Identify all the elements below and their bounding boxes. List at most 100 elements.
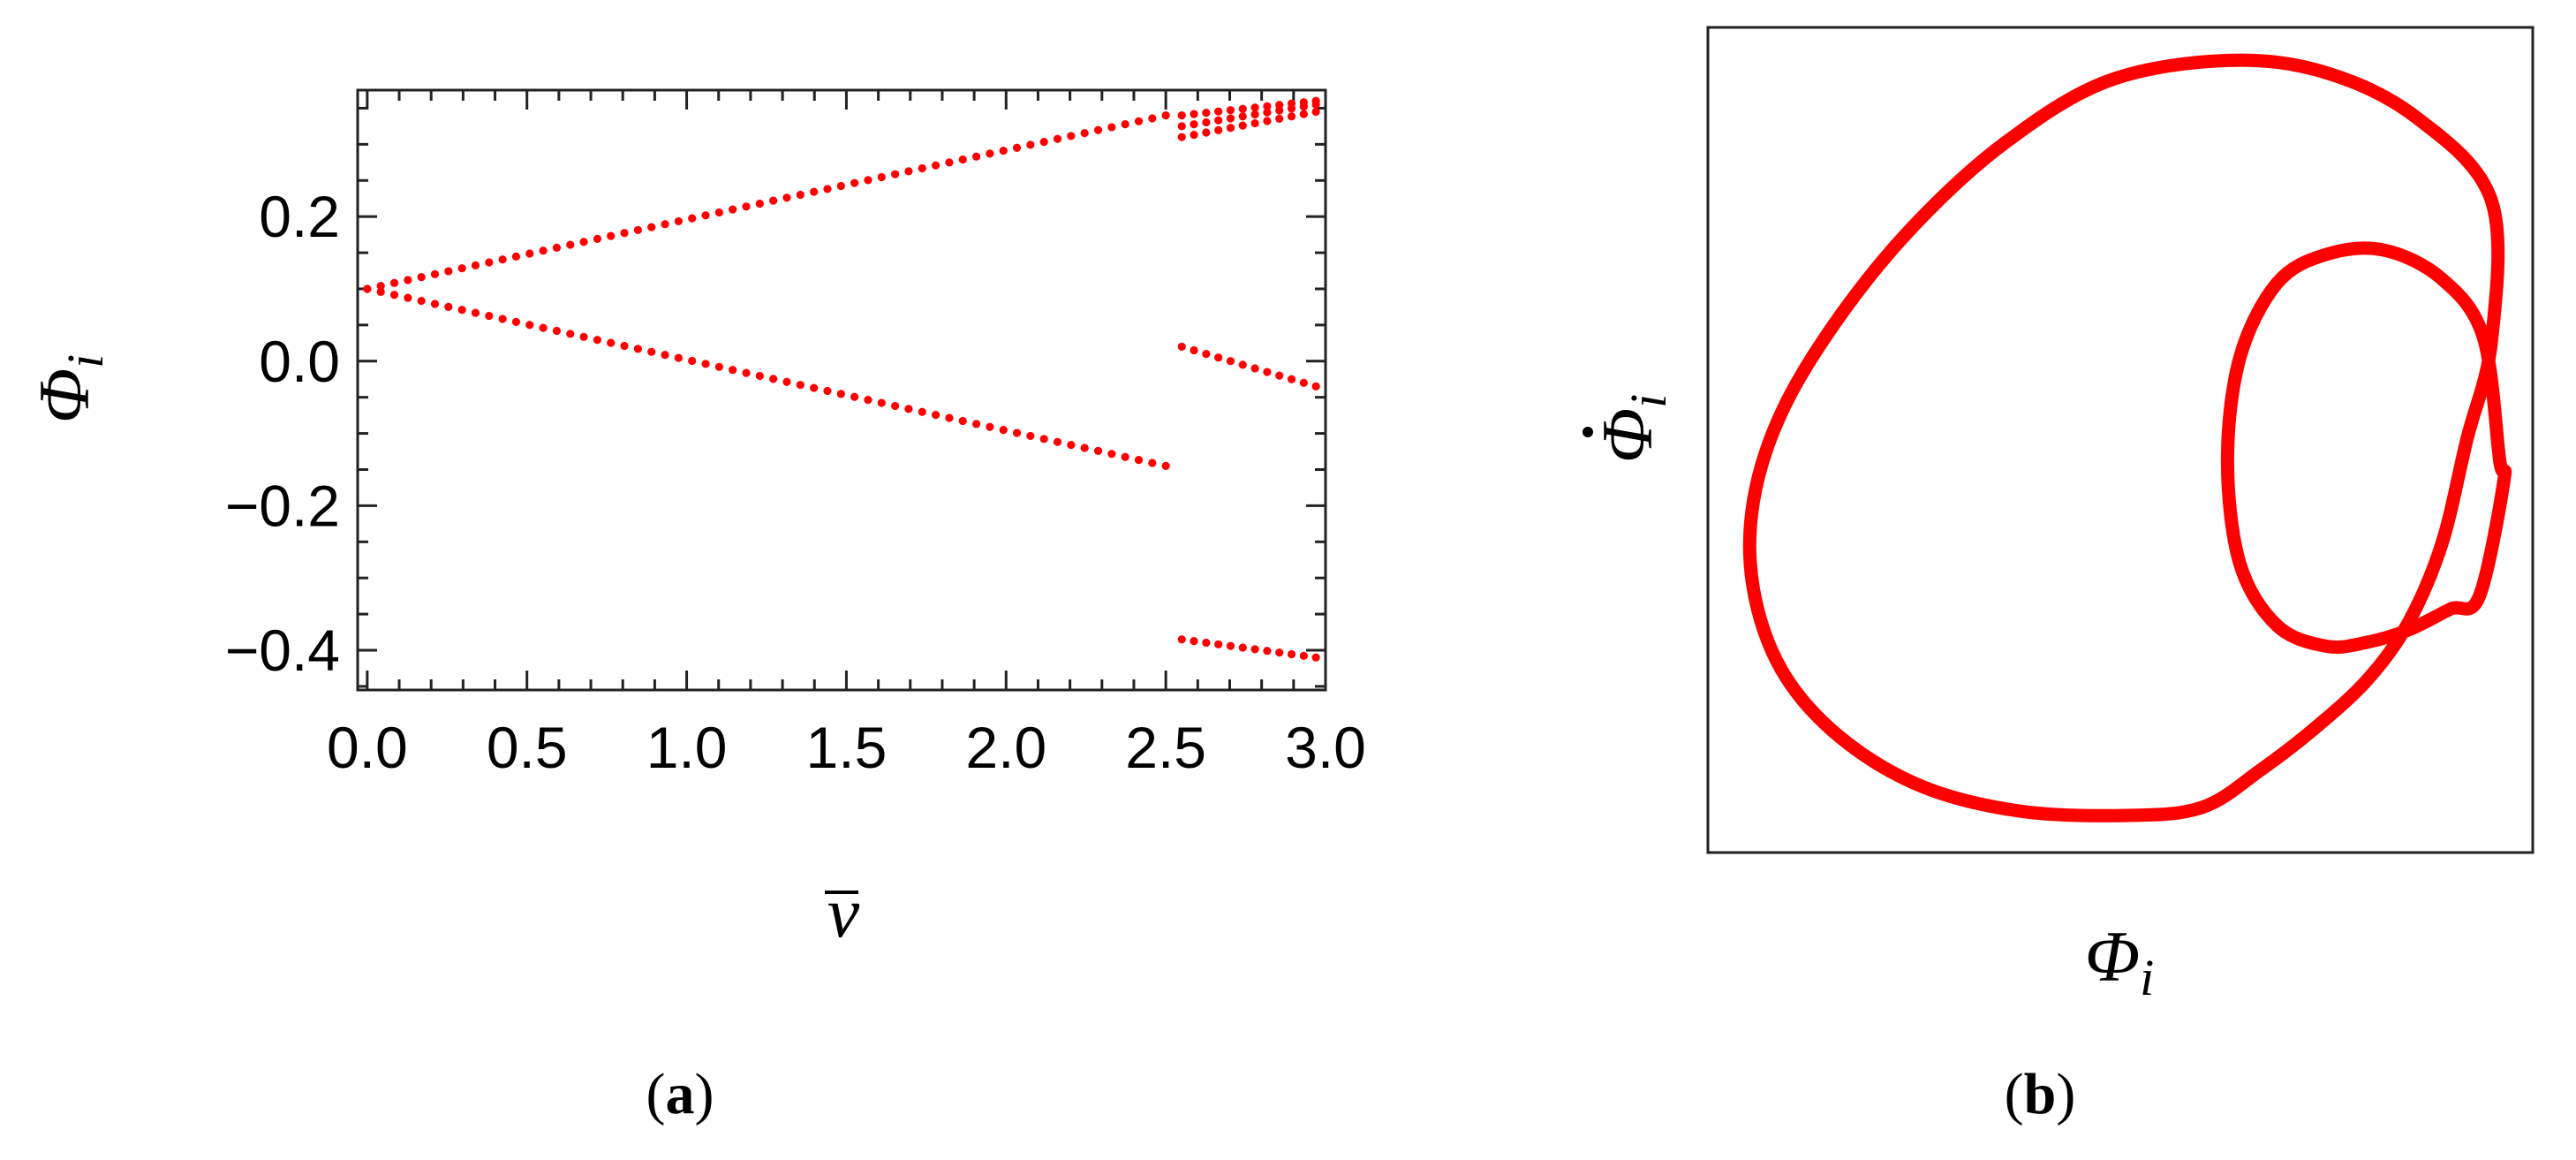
- data-point: [1275, 371, 1284, 380]
- data-point: [1012, 143, 1022, 152]
- data-point: [633, 345, 642, 353]
- data-point: [1238, 112, 1247, 121]
- data-point: [971, 152, 981, 161]
- data-point: [1299, 102, 1308, 111]
- data-point: [1287, 375, 1296, 383]
- data-point: [389, 278, 399, 287]
- data-point: [877, 172, 886, 182]
- data-point: [742, 368, 751, 377]
- data-point: [1311, 653, 1320, 662]
- data-point: [1214, 125, 1223, 134]
- data-point: [1214, 353, 1223, 362]
- data-point: [1121, 120, 1129, 129]
- data-point: [430, 299, 440, 308]
- data-point: [701, 211, 710, 220]
- data-point: [810, 383, 819, 392]
- data-point: [539, 246, 548, 255]
- data-point: [566, 330, 575, 338]
- data-point: [823, 185, 832, 193]
- point-series: [363, 111, 1170, 293]
- data-point: [1202, 118, 1211, 127]
- data-point: [566, 240, 575, 249]
- panel-a: 0.0 0.5 1.0 1.5 2.0 2.5 3.0 −0.4 −0.2 0.0 0.2 v Φ…: [24, 88, 1366, 1126]
- point-series: [1177, 100, 1320, 131]
- data-point: [999, 146, 1008, 155]
- data-point: [864, 176, 873, 185]
- x-axis-label-subscript-b: i: [2140, 949, 2154, 1006]
- data-point: [1148, 114, 1157, 123]
- data-point: [1134, 117, 1144, 125]
- data-point: [579, 238, 588, 246]
- data-point: [607, 231, 616, 240]
- data-point: [688, 214, 697, 223]
- svg-text:Φi: Φi: [2085, 916, 2155, 1006]
- data-point: [1134, 456, 1144, 465]
- data-point: [1287, 112, 1296, 121]
- data-point: [661, 220, 669, 229]
- point-series: [363, 284, 1170, 470]
- data-point: [1161, 461, 1170, 470]
- data-point: [457, 264, 466, 273]
- data-point: [607, 338, 616, 347]
- data-point: [1238, 360, 1247, 369]
- data-point: [1238, 643, 1247, 652]
- data-point: [593, 336, 602, 345]
- x-axis-label-b: Φi: [2085, 916, 2155, 1006]
- data-point: [891, 170, 900, 178]
- data-point: [918, 407, 926, 416]
- data-point: [471, 308, 480, 317]
- svg-text:Φi: Φi: [24, 354, 114, 424]
- x-axis-label-symbol-b: Φ: [2085, 916, 2140, 997]
- data-point: [931, 411, 941, 420]
- data-point: [769, 196, 778, 205]
- y-tick-label: −0.2: [225, 473, 340, 538]
- data-point: [1299, 651, 1308, 660]
- data-point: [769, 375, 778, 383]
- data-point: [1148, 459, 1157, 467]
- data-point: [1250, 110, 1259, 119]
- data-point: [1250, 103, 1259, 112]
- data-point: [647, 223, 656, 231]
- data-point: [1275, 101, 1284, 110]
- x-axis-label-text-a: v: [827, 872, 860, 952]
- data-point: [404, 276, 412, 284]
- data-point: [579, 332, 588, 341]
- data-point: [1299, 378, 1308, 387]
- data-point: [823, 386, 832, 396]
- data-point: [1214, 640, 1223, 648]
- data-point: [1012, 428, 1022, 437]
- data-point: [1263, 108, 1272, 117]
- data-point: [1311, 382, 1320, 391]
- y-tick-labels-a: −0.4 −0.2 0.0 0.2: [225, 184, 340, 683]
- data-point: [1177, 342, 1186, 352]
- data-point: [971, 420, 981, 428]
- data-point: [729, 366, 737, 375]
- y-axis-label-subscript-a: i: [57, 354, 114, 368]
- data-point: [810, 187, 819, 196]
- data-point: [755, 371, 764, 381]
- data-point: [593, 234, 602, 243]
- data-point: [485, 258, 494, 267]
- trajectory-outer-loop: [1742, 53, 2505, 823]
- data-point: [1080, 444, 1089, 452]
- data-point: [891, 401, 900, 411]
- data-point: [688, 356, 697, 366]
- x-tick-label: 0.0: [327, 715, 408, 780]
- data-point: [945, 413, 954, 422]
- data-point: [376, 287, 385, 296]
- svg-text:Φi: Φi: [1587, 394, 1677, 464]
- x-tick-label: 1.5: [806, 715, 888, 780]
- data-point: [1190, 120, 1198, 129]
- x-tick-label: 0.5: [487, 715, 568, 780]
- data-point: [511, 252, 521, 261]
- data-point: [1214, 107, 1223, 116]
- panel-label-a: (a): [646, 1062, 714, 1126]
- data-point: [1107, 450, 1116, 459]
- data-point: [620, 229, 629, 238]
- data-point: [1263, 647, 1272, 656]
- panel-letter-b: b: [2024, 1062, 2057, 1126]
- y-axis-label-a: Φi: [24, 354, 114, 424]
- data-point: [1121, 452, 1129, 461]
- data-point: [539, 323, 548, 332]
- data-point: [674, 353, 683, 362]
